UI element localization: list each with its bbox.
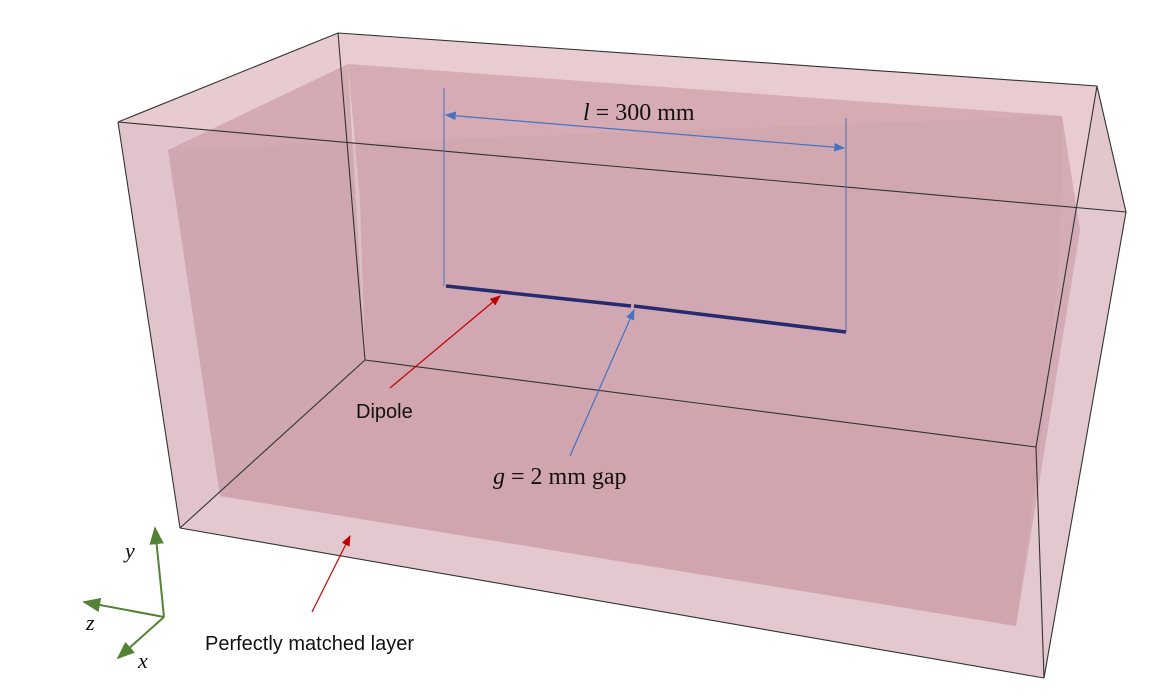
dipole-arm-right	[633, 304, 847, 334]
gap-value: = 2 mm gap	[505, 464, 627, 490]
gap-var: g	[493, 464, 505, 490]
inner-floor	[220, 360, 1040, 626]
y-axis-label: y	[123, 538, 135, 563]
dipole-label: Dipole	[356, 401, 413, 423]
box-edges	[117, 32, 1127, 679]
length-dimension	[443, 88, 847, 332]
length-value: = 300 mm	[590, 100, 695, 126]
inner-region	[168, 64, 1080, 626]
gap-label: g = 2 mm gap	[493, 464, 627, 490]
inner-right-face	[1016, 116, 1080, 626]
x-axis-label: x	[137, 648, 148, 673]
length-var: l	[583, 100, 590, 126]
dipole	[445, 284, 847, 334]
z-axis-arrow	[82, 597, 165, 618]
gap-arrow	[569, 309, 635, 457]
dipole-arm-left	[445, 284, 632, 308]
length-label: l = 300 mm	[583, 100, 695, 126]
z-axis-label: z	[85, 610, 95, 635]
pml-label: Perfectly matched layer	[205, 633, 414, 655]
dipole-arrow	[389, 295, 501, 389]
dim-arrow	[444, 111, 846, 152]
inner-front-face	[168, 116, 1080, 626]
inner-back-face	[348, 64, 1062, 450]
pml-arrow	[311, 535, 351, 613]
inner-left-face	[168, 64, 365, 496]
box-right-face	[1036, 86, 1126, 678]
y-axis-arrow	[149, 526, 165, 618]
coordinate-axes: y z x	[82, 526, 165, 673]
x-axis-arrow	[116, 616, 165, 660]
